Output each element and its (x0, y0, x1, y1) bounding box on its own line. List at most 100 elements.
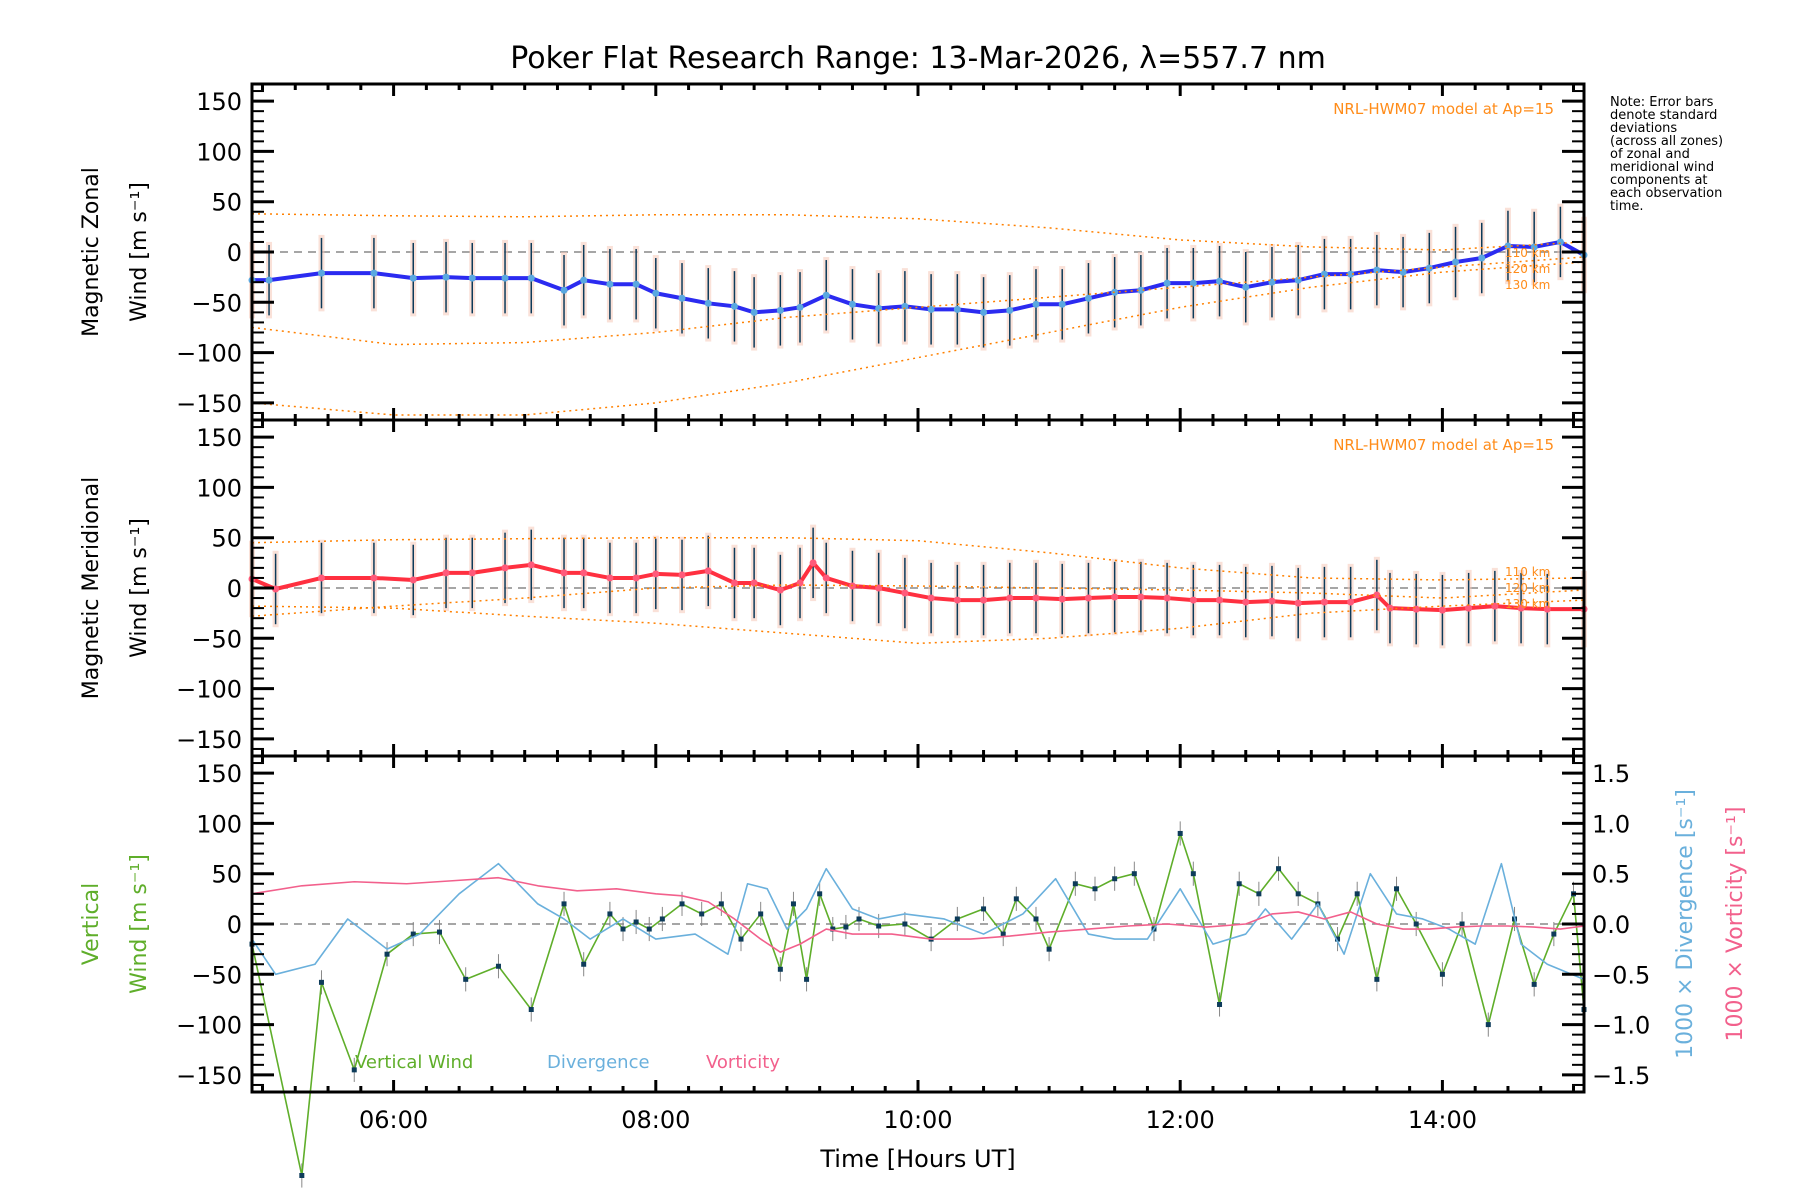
data-point (1131, 871, 1137, 877)
data-point (927, 594, 935, 602)
data-point (679, 901, 685, 907)
data-point (1033, 916, 1039, 922)
data-point (927, 305, 935, 313)
y-tick-label: 100 (196, 474, 242, 502)
data-point (1236, 881, 1242, 887)
data-point (436, 929, 442, 935)
data-point (561, 901, 567, 907)
data-point (318, 979, 324, 985)
data-point (776, 586, 784, 594)
data-point (981, 906, 987, 912)
y-tick-label: 100 (196, 138, 242, 166)
data-point (317, 269, 325, 277)
data-point (1425, 264, 1433, 272)
legend-item: Vertical Wind (355, 1052, 473, 1073)
y2-tick-label: 1.0 (1592, 810, 1630, 838)
data-point (777, 966, 783, 972)
data-point (442, 569, 450, 577)
data-point (1111, 593, 1119, 601)
data-point (1190, 871, 1196, 877)
y-axis-label-line1: Magnetic Meridional (79, 477, 104, 699)
altitude-label: 120 km (1505, 581, 1550, 595)
data-point (1386, 604, 1394, 612)
data-point (1013, 896, 1019, 902)
legend-item: Divergence (547, 1052, 650, 1073)
data-point (856, 916, 862, 922)
data-point (848, 300, 856, 308)
data-point (1072, 881, 1078, 887)
series-model-110-km (251, 536, 1585, 581)
data-point (796, 303, 804, 311)
x-tick-label: 10:00 (883, 1106, 952, 1134)
data-point (1465, 604, 1473, 612)
data-point (980, 308, 988, 316)
x-tick-label: 06:00 (359, 1106, 428, 1134)
altitude-label: 110 km (1505, 246, 1550, 260)
data-point (843, 924, 849, 930)
data-point (1543, 605, 1551, 613)
data-point (1413, 921, 1419, 927)
data-point (652, 289, 660, 297)
data-point (560, 286, 568, 294)
data-point (1032, 594, 1040, 602)
data-point (1478, 254, 1486, 262)
data-point (1373, 591, 1381, 599)
line (251, 261, 1585, 416)
y-tick-label: 150 (196, 760, 242, 788)
data-point (659, 916, 665, 922)
data-point (980, 596, 988, 604)
data-point (901, 302, 909, 310)
model-label: NRL-HWM07 model at Ap=15 (1333, 436, 1554, 454)
data-point (1452, 258, 1460, 266)
data-point (1217, 1001, 1223, 1007)
legend-item: Vorticity (706, 1052, 780, 1073)
data-point (384, 951, 390, 957)
y-axis-label-line1: Vertical (79, 883, 104, 965)
data-point (704, 299, 712, 307)
data-point (730, 579, 738, 587)
series-model-130-km (251, 261, 1585, 416)
data-point (633, 919, 639, 925)
data-point (1032, 300, 1040, 308)
data-point (606, 280, 614, 288)
y-tick-label: 50 (211, 189, 242, 217)
data-point (501, 274, 509, 282)
line (251, 213, 1585, 251)
panels: 150 100 50 0 −50 −100 −150 Magnetic Zonal Wind [… (79, 82, 1748, 1188)
y2-tick-label: −1.0 (1592, 1012, 1650, 1040)
data-point (1347, 598, 1355, 606)
data-point (1137, 286, 1145, 294)
series-divergence (251, 862, 1585, 981)
data-point (1294, 599, 1302, 607)
data-point (1256, 891, 1262, 897)
data-point (1216, 277, 1224, 285)
data-point (954, 916, 960, 922)
y-tick-label: −100 (176, 340, 242, 368)
data-point (1276, 866, 1282, 872)
data-point (804, 976, 810, 982)
data-point (1517, 604, 1525, 612)
data-point (560, 569, 568, 577)
data-point (678, 571, 686, 579)
line (251, 832, 1585, 1177)
y-tick-label: 0 (227, 575, 242, 603)
y2-tick-label: 1.5 (1592, 760, 1630, 788)
data-point (409, 274, 417, 282)
data-point (776, 306, 784, 314)
data-point (1374, 976, 1380, 982)
series-model-130-km (251, 599, 1585, 645)
data-point (750, 579, 758, 587)
data-point (704, 567, 712, 575)
data-point (1216, 596, 1224, 604)
y-tick-label: 0 (227, 239, 242, 267)
data-point (468, 569, 476, 577)
data-point (822, 291, 830, 299)
series-vorticity (251, 876, 1585, 953)
data-point (1189, 279, 1197, 287)
y2-tick-label: 0.0 (1592, 911, 1630, 939)
data-point (1046, 946, 1052, 952)
data-point (527, 274, 535, 282)
data-point (901, 589, 909, 597)
data-point (606, 574, 614, 582)
data-point (1320, 270, 1328, 278)
